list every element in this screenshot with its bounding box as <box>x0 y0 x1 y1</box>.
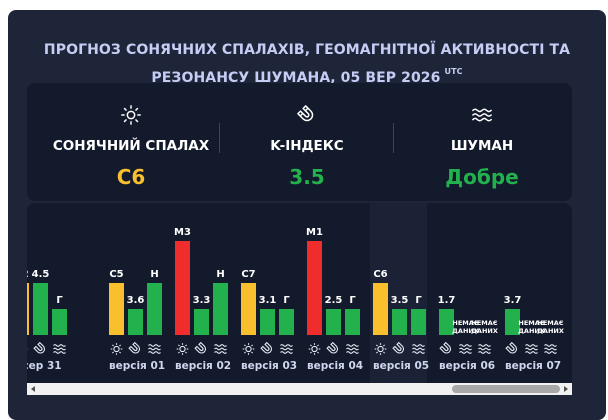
bar-schumann <box>279 309 294 335</box>
day-label: версія 01 <box>109 360 165 372</box>
summary-panel: СОНЯЧНИЙ СПАЛАХ C6 K-ІНДЕКС 3.5 ШУМАН До… <box>27 83 572 201</box>
bar-label: C7 <box>241 269 255 280</box>
bar-schumann <box>213 283 228 335</box>
no-data-label: ДАНИХ <box>537 327 564 335</box>
bar-label: Н <box>150 269 158 280</box>
bar-kindex <box>392 309 407 335</box>
day-label: сер 31 <box>27 360 62 372</box>
day-label: версія 05 <box>373 360 429 372</box>
solar-flare-label: СОНЯЧНИЙ СПАЛАХ <box>46 138 216 154</box>
arrow-right-icon[interactable] <box>562 385 570 393</box>
magnet-icon <box>506 343 518 355</box>
schumann-value: Добре <box>397 165 567 189</box>
magnet-icon <box>327 343 339 355</box>
bar-solar <box>27 283 29 335</box>
schumann-metric: ШУМАН Добре <box>397 83 567 201</box>
bar-label: Г <box>415 295 422 306</box>
utc-label: UTC <box>444 67 462 76</box>
bar-alert <box>307 241 322 335</box>
bar-label: C6 <box>373 269 387 280</box>
bar-label: M3 <box>174 227 191 238</box>
divider <box>393 123 394 153</box>
waves-icon <box>479 345 491 354</box>
bar-label: Г <box>56 295 63 306</box>
day-label: версія 02 <box>175 360 231 372</box>
bar-schumann <box>345 309 360 335</box>
sun-icon <box>120 104 142 126</box>
horizontal-scrollbar[interactable] <box>27 383 572 395</box>
bar-alert <box>175 241 190 335</box>
magnet-icon <box>261 343 273 355</box>
day-label: версія 03 <box>241 360 297 372</box>
bar-label: 1.7 <box>438 295 456 306</box>
day-label: версія 04 <box>307 360 363 372</box>
bar-label: M1 <box>306 227 323 238</box>
magnet-icon <box>34 343 46 355</box>
bar-kindex <box>326 309 341 335</box>
waves-icon <box>215 345 227 354</box>
scrollbar-thumb[interactable] <box>452 385 560 393</box>
magnet-icon <box>296 104 318 126</box>
bar-kindex <box>33 283 48 335</box>
schumann-label: ШУМАН <box>397 138 567 154</box>
k-index-metric: K-ІНДЕКС 3.5 <box>222 83 392 201</box>
bar-schumann <box>147 283 162 335</box>
bar-kindex <box>128 309 143 335</box>
sun-icon <box>309 343 321 355</box>
waves-icon <box>471 104 493 126</box>
title-line-1: ПРОГНОЗ СОНЯЧНИХ СПАЛАХІВ, ГЕОМАГНІТНОЇ … <box>8 36 606 64</box>
arrow-left-icon[interactable] <box>29 385 37 393</box>
magnet-icon <box>129 343 141 355</box>
bar-label: 3.7 <box>504 295 522 306</box>
magnet-icon <box>440 343 452 355</box>
sun-icon <box>111 343 123 355</box>
day-label: версія 06 <box>439 360 495 372</box>
magnet-icon <box>195 343 207 355</box>
no-data-label: НЕМАЄ <box>537 319 563 327</box>
bar-label: Н <box>216 269 224 280</box>
sun-icon <box>177 343 189 355</box>
waves-icon <box>545 345 557 354</box>
k-index-value: 3.5 <box>222 165 392 189</box>
solar-flare-metric: СОНЯЧНИЙ СПАЛАХ C6 <box>46 83 216 201</box>
bar-schumann <box>411 309 426 335</box>
bar-label: 3.6 <box>127 295 145 306</box>
bar-label: 3.1 <box>259 295 277 306</box>
divider <box>219 123 220 153</box>
bar-label: 3.5 <box>391 295 409 306</box>
waves-icon <box>54 345 66 354</box>
bar-label: 3.3 <box>193 295 211 306</box>
day-label: версія 07 <box>505 360 561 372</box>
no-data-label: НЕМАЄ <box>471 319 497 327</box>
bar-solar <box>373 283 388 335</box>
waves-icon <box>149 345 161 354</box>
k-index-label: K-ІНДЕКС <box>222 138 392 154</box>
waves-icon <box>281 345 293 354</box>
bar-label: C5 <box>109 269 123 280</box>
waves-icon <box>526 345 538 354</box>
bar-kindex <box>194 309 209 335</box>
bar-label: 2.5 <box>325 295 343 306</box>
bar-solar <box>109 283 124 335</box>
waves-icon <box>460 345 472 354</box>
waves-icon <box>347 345 359 354</box>
solar-flare-value: C6 <box>46 165 216 189</box>
bar-kindex <box>260 309 275 335</box>
bar-label: 4.5 <box>32 269 50 280</box>
no-data-label: ДАНИХ <box>471 327 498 335</box>
bar-label: C2 <box>27 269 29 280</box>
sun-icon <box>243 343 255 355</box>
bar-label: Г <box>349 295 356 306</box>
bar-schumann <box>52 309 67 335</box>
bar-solar <box>241 283 256 335</box>
bar-label: Г <box>283 295 290 306</box>
